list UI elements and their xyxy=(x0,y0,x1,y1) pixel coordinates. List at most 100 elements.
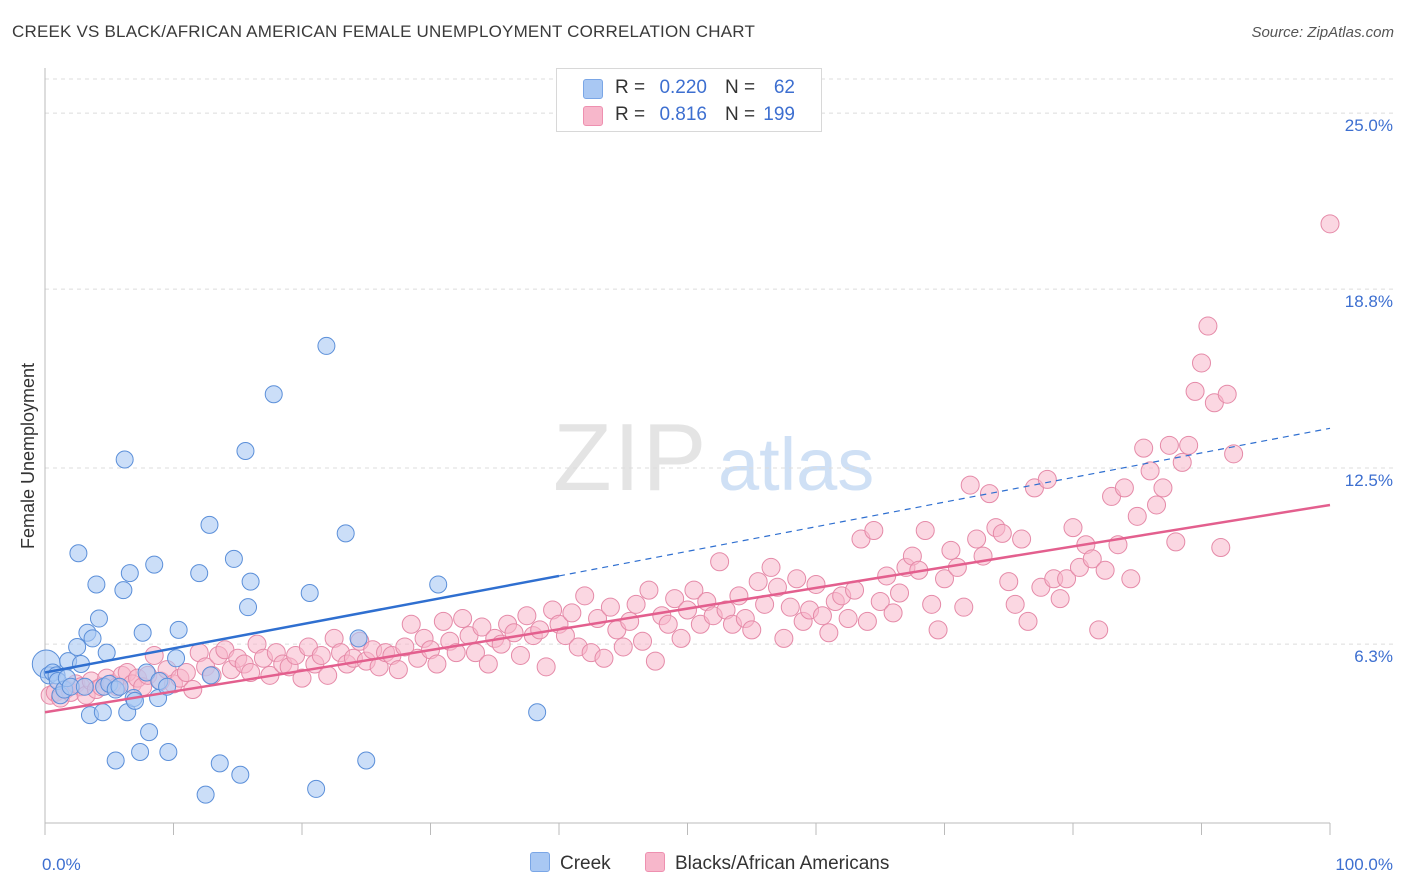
creek-point xyxy=(159,743,178,762)
blacks-point xyxy=(446,643,466,663)
blacks-point xyxy=(1050,589,1070,609)
creek-point xyxy=(236,442,255,460)
blacks-point xyxy=(453,609,473,629)
blacks-point xyxy=(838,609,858,629)
blacks-point xyxy=(530,620,550,640)
creek-point xyxy=(167,649,186,668)
creek-trend-extension xyxy=(558,427,1331,577)
creek-point xyxy=(133,623,152,642)
blacks-point xyxy=(1198,316,1218,336)
blacks-point xyxy=(658,614,678,634)
creek-point xyxy=(69,544,88,563)
blacks-point xyxy=(1166,532,1186,552)
blacks-point xyxy=(1320,214,1340,234)
blacks-point xyxy=(999,572,1019,592)
creek-point xyxy=(190,564,209,583)
blacks-point xyxy=(1012,529,1032,549)
creek-point xyxy=(307,779,326,798)
r-value: 0.816 xyxy=(659,104,707,125)
blacks-point xyxy=(1082,549,1102,569)
blacks-point xyxy=(883,603,903,623)
creek-point xyxy=(114,581,133,600)
y-tick-label: 18.8% xyxy=(1345,292,1393,311)
blacks-swatch xyxy=(583,106,603,126)
creek-point xyxy=(200,515,219,534)
n-label: N = xyxy=(725,104,756,125)
blacks-point xyxy=(1211,538,1231,558)
blacks-point xyxy=(1095,560,1115,580)
blacks-point xyxy=(979,484,999,504)
creek-point xyxy=(75,677,94,696)
trend-lines xyxy=(44,427,1331,714)
blacks-point xyxy=(954,597,974,617)
y-tick-label: 25.0% xyxy=(1345,116,1393,135)
blacks-point xyxy=(928,620,948,640)
blacks-point xyxy=(1121,569,1141,589)
blacks-point xyxy=(947,557,967,577)
n-value: 62 xyxy=(773,77,795,98)
blacks-point xyxy=(992,523,1012,543)
blacks-point xyxy=(517,606,537,626)
x-tick-label-max: 100.0% xyxy=(1335,855,1393,874)
correlation-legend: R = 0.220 N = 62 R = 0.816 N = 199 xyxy=(556,68,822,132)
blacks-point xyxy=(1127,506,1147,526)
creek-point xyxy=(106,751,125,770)
blacks-point xyxy=(864,521,884,541)
blacks-point xyxy=(1057,569,1077,589)
blacks-point xyxy=(626,594,646,614)
blacks-point xyxy=(388,660,408,680)
blacks-point xyxy=(857,611,877,631)
creek-point xyxy=(110,677,129,696)
n-label: N = xyxy=(725,77,756,98)
chart-title: CREEK VS BLACK/AFRICAN AMERICAN FEMALE U… xyxy=(12,22,756,41)
y-tick-label: 6.3% xyxy=(1354,647,1393,666)
blacks-point xyxy=(806,574,826,594)
creek-point xyxy=(145,555,164,574)
blacks-point xyxy=(1134,438,1154,458)
blacks-point xyxy=(767,577,787,597)
creek-point xyxy=(528,703,547,722)
creek-point xyxy=(137,663,156,682)
blacks-point xyxy=(1140,461,1160,481)
creek-point xyxy=(357,751,376,770)
creek-point xyxy=(224,549,243,568)
bottom-legend-blacks: Blacks/African Americans xyxy=(645,852,889,875)
y-axis-label: Female Unemployment xyxy=(18,363,38,549)
creek-point xyxy=(115,450,134,469)
creek-trend-line xyxy=(44,574,560,674)
creek-point xyxy=(349,629,368,648)
blacks-point xyxy=(1217,384,1237,404)
creek-legend-swatch xyxy=(530,852,550,872)
creek-point xyxy=(317,336,336,355)
blacks-point xyxy=(1172,452,1192,472)
blacks-point xyxy=(1224,444,1244,464)
blacks-point xyxy=(1147,495,1167,515)
blacks-legend-label: Blacks/African Americans xyxy=(675,853,890,874)
blacks-point xyxy=(915,521,935,541)
blacks-point xyxy=(941,540,961,560)
legend-row-blacks: R = 0.816 N = 199 xyxy=(557,101,821,128)
creek-point xyxy=(239,598,258,617)
blacks-point xyxy=(395,637,415,657)
creek-point xyxy=(264,385,283,404)
blacks-point xyxy=(594,648,614,668)
blacks-point xyxy=(1005,594,1025,614)
blacks-point xyxy=(639,580,659,600)
blacks-point xyxy=(613,637,633,657)
n-value: 199 xyxy=(763,104,795,125)
blacks-point xyxy=(600,597,620,617)
creek-point xyxy=(125,691,144,710)
blacks-point xyxy=(144,645,164,665)
creek-point xyxy=(231,765,250,784)
creek-point xyxy=(336,524,355,543)
r-label: R = xyxy=(615,77,646,98)
creek-point xyxy=(87,575,106,594)
blacks-point xyxy=(633,631,653,651)
creek-point xyxy=(300,583,319,602)
blacks-point xyxy=(671,628,691,648)
blacks-point xyxy=(504,623,524,643)
blacks-point xyxy=(401,614,421,634)
blacks-point xyxy=(1114,478,1134,498)
blacks-point xyxy=(645,651,665,671)
